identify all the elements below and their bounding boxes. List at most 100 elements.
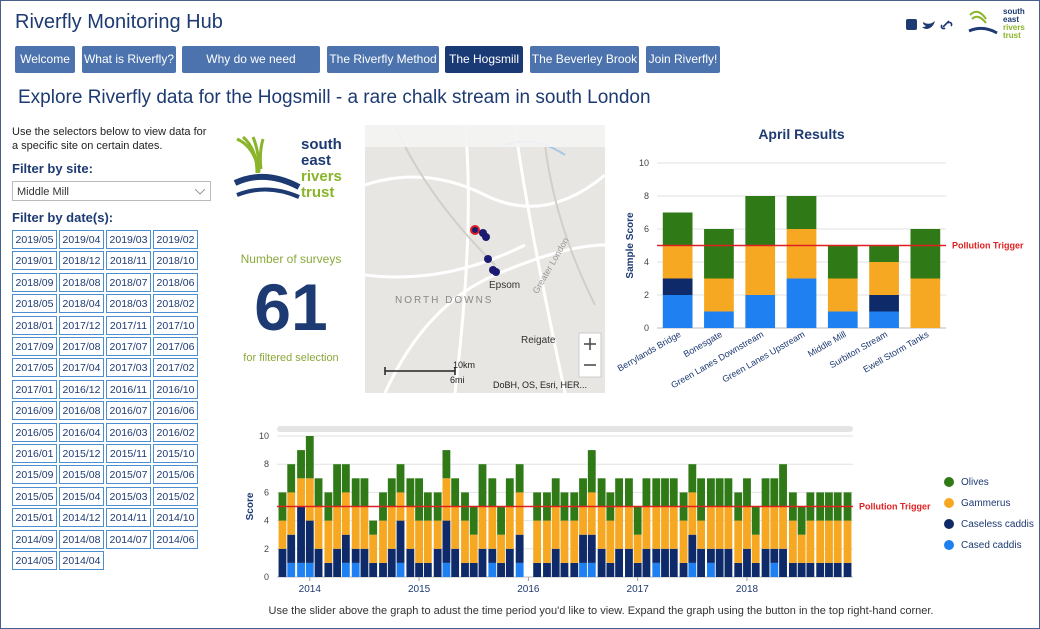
legend-swatch xyxy=(944,540,954,550)
link-icon[interactable] xyxy=(940,20,953,30)
date-button[interactable]: 2016/03 xyxy=(106,422,151,442)
bar-segment xyxy=(706,506,715,549)
date-button[interactable]: 2017/03 xyxy=(106,358,151,378)
bar-segment xyxy=(387,478,396,507)
date-button[interactable]: 2015/12 xyxy=(59,444,104,463)
date-button[interactable]: 2019/04 xyxy=(59,230,104,249)
date-button[interactable]: 2014/07 xyxy=(106,529,151,549)
nav-tab[interactable]: The Riverfly Method xyxy=(327,46,439,73)
bar-segment xyxy=(745,295,776,328)
date-button[interactable]: 2019/03 xyxy=(106,230,151,249)
facebook-icon[interactable] xyxy=(906,19,917,30)
date-button[interactable]: 2018/02 xyxy=(153,294,198,314)
date-button[interactable]: 2016/04 xyxy=(59,422,104,442)
bar-segment xyxy=(734,520,743,563)
date-button[interactable]: 2018/07 xyxy=(106,272,151,292)
date-button[interactable]: 2015/10 xyxy=(153,444,198,463)
bar-segment xyxy=(869,295,899,312)
nav-tab[interactable]: The Beverley Brook xyxy=(530,46,639,73)
bar-segment xyxy=(825,562,833,577)
date-button[interactable]: 2014/12 xyxy=(59,508,104,528)
bar-segment xyxy=(786,229,817,279)
bar-segment xyxy=(706,478,715,507)
date-button[interactable]: 2014/08 xyxy=(59,529,104,549)
bar-segment xyxy=(469,562,478,577)
date-button[interactable]: 2016/07 xyxy=(106,401,151,421)
date-button[interactable]: 2018/05 xyxy=(12,294,57,314)
nav-tab[interactable]: Welcome xyxy=(15,46,75,73)
date-button[interactable]: 2017/04 xyxy=(59,358,104,378)
x-tick-label: 2017 xyxy=(627,584,650,595)
date-button[interactable]: 2015/05 xyxy=(12,486,57,506)
date-button[interactable]: 2016/05 xyxy=(12,422,57,442)
date-button[interactable]: 2014/04 xyxy=(59,551,104,570)
bar-segment xyxy=(786,278,817,328)
bar-segment xyxy=(669,506,678,549)
y-tick-label: 4 xyxy=(644,257,649,267)
bar-segment xyxy=(351,562,360,577)
bar-segment xyxy=(704,278,734,312)
app-title: Riverfly Monitoring Hub xyxy=(15,11,223,33)
bar-segment xyxy=(715,548,724,577)
date-button[interactable]: 2014/09 xyxy=(12,529,57,549)
date-button[interactable]: 2018/11 xyxy=(106,251,151,271)
date-button[interactable]: 2019/05 xyxy=(12,230,57,249)
date-button[interactable]: 2016/12 xyxy=(59,379,104,399)
date-button[interactable]: 2016/01 xyxy=(12,444,57,463)
twitter-icon[interactable] xyxy=(922,21,935,29)
date-button[interactable]: 2014/06 xyxy=(153,529,198,549)
site-select[interactable]: Middle Mill xyxy=(12,181,211,201)
date-button[interactable]: 2018/12 xyxy=(59,251,104,271)
date-button[interactable]: 2017/12 xyxy=(59,315,104,335)
bar-segment xyxy=(869,311,899,328)
date-button[interactable]: 2015/02 xyxy=(153,486,198,506)
date-button[interactable]: 2017/10 xyxy=(153,315,198,335)
date-button[interactable]: 2016/09 xyxy=(12,401,57,421)
bar-segment xyxy=(816,520,825,563)
nav-tab[interactable]: Join Riverfly! xyxy=(646,46,720,73)
date-button[interactable]: 2014/10 xyxy=(153,508,198,528)
date-button[interactable]: 2017/08 xyxy=(59,337,104,356)
date-button[interactable]: 2017/09 xyxy=(12,337,57,356)
nav-tab[interactable]: What is Riverfly? xyxy=(82,46,176,73)
date-button[interactable]: 2017/01 xyxy=(12,379,57,399)
map[interactable]: Epsom Reigate NORTH DOWNS Greater London… xyxy=(365,125,605,393)
date-button[interactable]: 2018/06 xyxy=(153,272,198,292)
date-button[interactable]: 2015/03 xyxy=(106,486,151,506)
bar-segment xyxy=(697,548,705,577)
date-button[interactable]: 2018/09 xyxy=(12,272,57,292)
date-button[interactable]: 2015/06 xyxy=(153,465,198,485)
date-button[interactable]: 2014/11 xyxy=(106,508,151,528)
bar-segment xyxy=(697,478,705,521)
date-button[interactable]: 2016/02 xyxy=(153,422,198,442)
date-button[interactable]: 2017/02 xyxy=(153,358,198,378)
bar-segment xyxy=(688,562,697,577)
date-button[interactable]: 2015/04 xyxy=(59,486,104,506)
date-button[interactable]: 2015/11 xyxy=(106,444,151,463)
nav-tab[interactable]: Why do we need Riverfly? xyxy=(182,46,320,93)
date-button[interactable]: 2016/10 xyxy=(153,379,198,399)
date-button[interactable]: 2017/07 xyxy=(106,337,151,356)
date-button[interactable]: 2018/01 xyxy=(12,315,57,335)
date-button[interactable]: 2015/01 xyxy=(12,508,57,528)
date-button[interactable]: 2017/11 xyxy=(106,315,151,335)
date-button[interactable]: 2015/08 xyxy=(59,465,104,485)
date-button[interactable]: 2018/03 xyxy=(106,294,151,314)
nav-tab[interactable]: The Hogsmill xyxy=(445,46,523,73)
date-button[interactable]: 2017/06 xyxy=(153,337,198,356)
date-button[interactable]: 2018/08 xyxy=(59,272,104,292)
date-button[interactable]: 2018/04 xyxy=(59,294,104,314)
date-button[interactable]: 2016/08 xyxy=(59,401,104,421)
date-button[interactable]: 2015/07 xyxy=(106,465,151,485)
date-button[interactable]: 2016/11 xyxy=(106,379,151,399)
bar-segment xyxy=(833,520,842,563)
date-button[interactable]: 2015/09 xyxy=(12,465,57,485)
date-button[interactable]: 2017/05 xyxy=(12,358,57,378)
date-button[interactable]: 2014/05 xyxy=(12,551,57,570)
date-button[interactable]: 2016/06 xyxy=(153,401,198,421)
date-button[interactable]: 2019/02 xyxy=(153,230,198,249)
date-button[interactable]: 2018/10 xyxy=(153,251,198,271)
logo-text: rivers xyxy=(301,168,342,185)
logo-text: south xyxy=(301,136,342,153)
date-button[interactable]: 2019/01 xyxy=(12,251,57,271)
